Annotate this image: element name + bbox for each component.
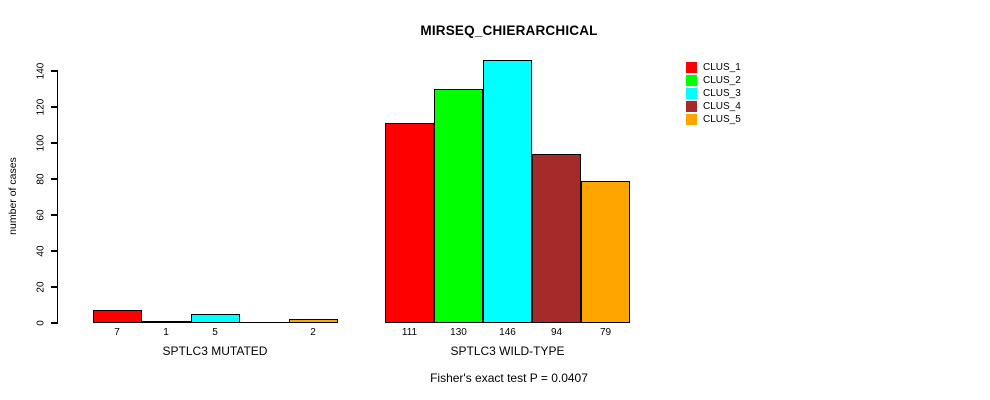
- fisher-test-annotation: Fisher's exact test P = 0.0407: [430, 371, 588, 385]
- y-tick-label: 0: [35, 320, 47, 326]
- y-tick-mark: [50, 322, 58, 324]
- y-tick-label: 100: [35, 134, 47, 152]
- bar-clus_2: [434, 89, 483, 323]
- bar-value-label: 146: [499, 327, 516, 338]
- bar-clus_2: [141, 321, 191, 324]
- bar-clus_1: [385, 123, 434, 323]
- bar-clus_3: [190, 314, 240, 323]
- bar-clus_4: [532, 153, 581, 323]
- legend-swatch-clus_4: [686, 101, 697, 112]
- bar-value-label: 94: [550, 327, 563, 338]
- legend-swatch-clus_3: [686, 88, 697, 99]
- legend-item: CLUS_4: [686, 100, 741, 113]
- y-tick-mark: [50, 286, 58, 288]
- bar-clus_5: [581, 180, 630, 323]
- bar-clus_1: [92, 310, 142, 323]
- legend-label: CLUS_1: [703, 62, 741, 73]
- bar-value-label: 1: [163, 327, 169, 338]
- legend-label: CLUS_5: [703, 114, 741, 125]
- bar-value-label: 5: [212, 327, 218, 338]
- bar-value-label: 7: [114, 327, 120, 338]
- y-tick-label: 80: [35, 173, 47, 185]
- chart-title: MIRSEQ_CHIERARCHICAL: [420, 23, 598, 38]
- legend-swatch-clus_5: [686, 114, 697, 125]
- group-label: SPTLC3 MUTATED: [162, 344, 268, 358]
- legend-item: CLUS_5: [686, 113, 741, 126]
- legend-item: CLUS_3: [686, 87, 741, 100]
- y-axis-line: [57, 70, 59, 323]
- y-tick-mark: [50, 106, 58, 108]
- y-tick-mark: [50, 250, 58, 252]
- legend-label: CLUS_2: [703, 75, 741, 86]
- bar-clus_3: [483, 60, 532, 323]
- y-tick-label: 120: [35, 98, 47, 116]
- bar-clus_5: [288, 319, 338, 323]
- y-tick-mark: [50, 178, 58, 180]
- legend-item: CLUS_2: [686, 74, 741, 87]
- legend-label: CLUS_3: [703, 88, 741, 99]
- legend-item: CLUS_1: [686, 61, 741, 74]
- legend-label: CLUS_4: [703, 101, 741, 112]
- y-tick-label: 60: [35, 209, 47, 221]
- y-tick-label: 40: [35, 245, 47, 257]
- y-tick-mark: [50, 70, 58, 72]
- bar-value-label: 2: [310, 327, 316, 338]
- y-tick-mark: [50, 214, 58, 216]
- legend: CLUS_1 CLUS_2 CLUS_3 CLUS_4 CLUS_5: [686, 61, 741, 126]
- y-axis-label: number of cases: [7, 157, 19, 235]
- y-tick-label: 20: [35, 281, 47, 293]
- y-tick-label: 140: [35, 62, 47, 80]
- y-tick-mark: [50, 142, 58, 144]
- bar-value-label: 111: [401, 327, 418, 338]
- bar-value-label: 79: [599, 327, 612, 338]
- legend-swatch-clus_2: [686, 75, 697, 86]
- bar-value-label: 130: [450, 327, 467, 338]
- group-label: SPTLC3 WILD-TYPE: [450, 344, 565, 358]
- legend-swatch-clus_1: [686, 62, 697, 73]
